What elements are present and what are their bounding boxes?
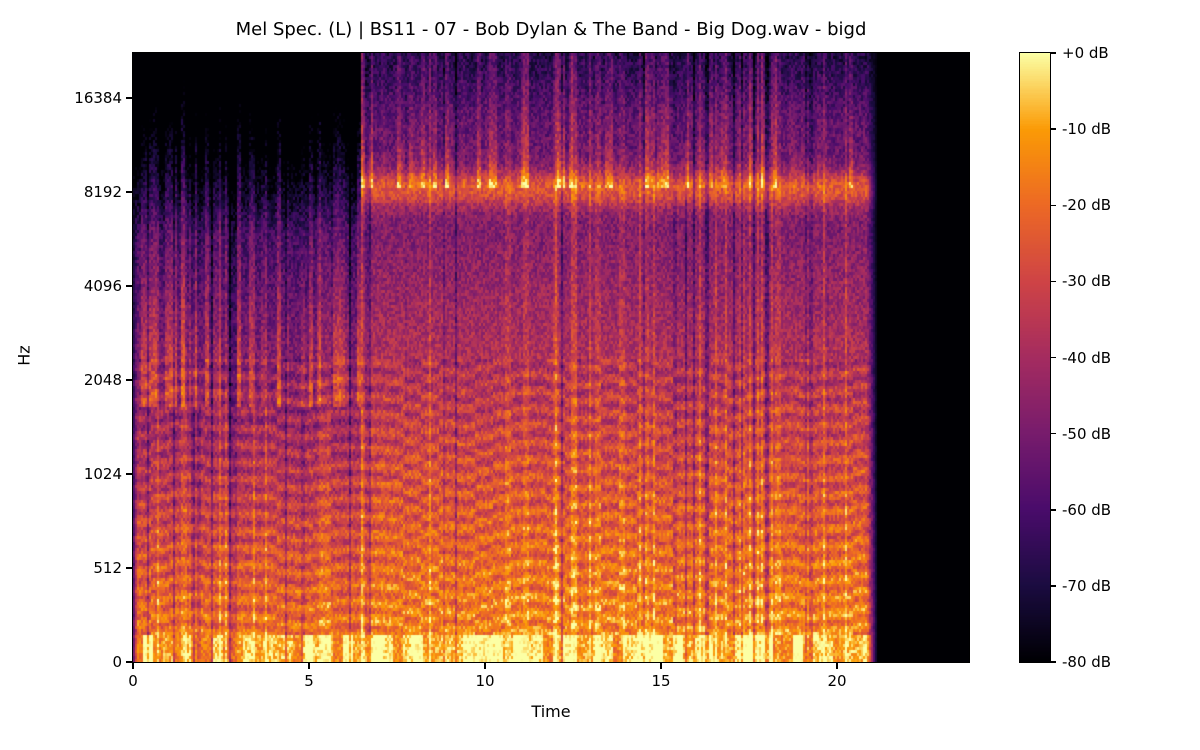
colorbar-tick-label: -20 dB bbox=[1062, 196, 1112, 215]
y-tick-label: 16384 bbox=[74, 89, 122, 107]
colorbar-gradient bbox=[1020, 53, 1050, 662]
y-tick-mark bbox=[126, 97, 132, 99]
colorbar-tick-label: -40 dB bbox=[1062, 348, 1112, 367]
colorbar-tick-label: -50 dB bbox=[1062, 424, 1112, 443]
colorbar-tick-mark bbox=[1051, 280, 1056, 283]
colorbar-tick-mark bbox=[1051, 432, 1056, 435]
plot-area bbox=[132, 52, 970, 663]
y-tick-label: 0 bbox=[112, 653, 122, 671]
plot-title: Mel Spec. (L) | BS11 - 07 - Bob Dylan & … bbox=[235, 19, 867, 40]
y-tick-mark bbox=[126, 567, 132, 569]
colorbar-tick-mark bbox=[1051, 661, 1056, 663]
colorbar-tick-label: -70 dB bbox=[1062, 576, 1112, 595]
y-tick-mark bbox=[126, 379, 132, 381]
colorbar-tick-mark bbox=[1051, 52, 1056, 54]
colorbar-tick-mark bbox=[1051, 128, 1056, 130]
x-tick-label: 0 bbox=[128, 672, 138, 690]
x-tick-label: 5 bbox=[304, 672, 314, 690]
x-tick-label: 15 bbox=[651, 672, 671, 690]
colorbar-tick-label: -80 dB bbox=[1062, 653, 1112, 671]
y-tick-label: 1024 bbox=[83, 465, 122, 483]
spectrogram-image bbox=[133, 53, 969, 662]
y-tick-label: 8192 bbox=[83, 183, 122, 201]
colorbar-tick-mark bbox=[1051, 585, 1056, 587]
y-tick-mark bbox=[126, 285, 132, 287]
x-tick-mark bbox=[660, 663, 662, 669]
x-tick-label: 10 bbox=[475, 672, 495, 690]
x-tick-mark bbox=[484, 663, 486, 669]
x-axis-label: Time bbox=[531, 702, 571, 721]
x-tick-mark bbox=[308, 663, 310, 669]
colorbar-tick-label: -60 dB bbox=[1062, 500, 1112, 519]
y-tick-label: 512 bbox=[93, 559, 122, 577]
y-tick-mark bbox=[126, 191, 132, 193]
colorbar-tick-mark bbox=[1051, 204, 1056, 206]
colorbar-tick-mark bbox=[1051, 356, 1056, 359]
x-tick-mark bbox=[132, 663, 134, 669]
y-tick-label: 2048 bbox=[83, 371, 122, 389]
y-tick-mark bbox=[126, 473, 132, 475]
colorbar-tick-label: +0 dB bbox=[1062, 44, 1109, 62]
colorbar bbox=[1019, 52, 1051, 663]
colorbar-tick-label: -30 dB bbox=[1062, 272, 1112, 291]
y-tick-label: 4096 bbox=[83, 277, 122, 295]
colorbar-tick-mark bbox=[1051, 509, 1056, 511]
colorbar-tick-label: -10 dB bbox=[1062, 120, 1112, 139]
y-tick-mark bbox=[126, 661, 132, 663]
x-tick-label: 20 bbox=[827, 672, 847, 690]
x-tick-mark bbox=[836, 663, 838, 669]
y-axis-label: Hz bbox=[14, 345, 34, 366]
